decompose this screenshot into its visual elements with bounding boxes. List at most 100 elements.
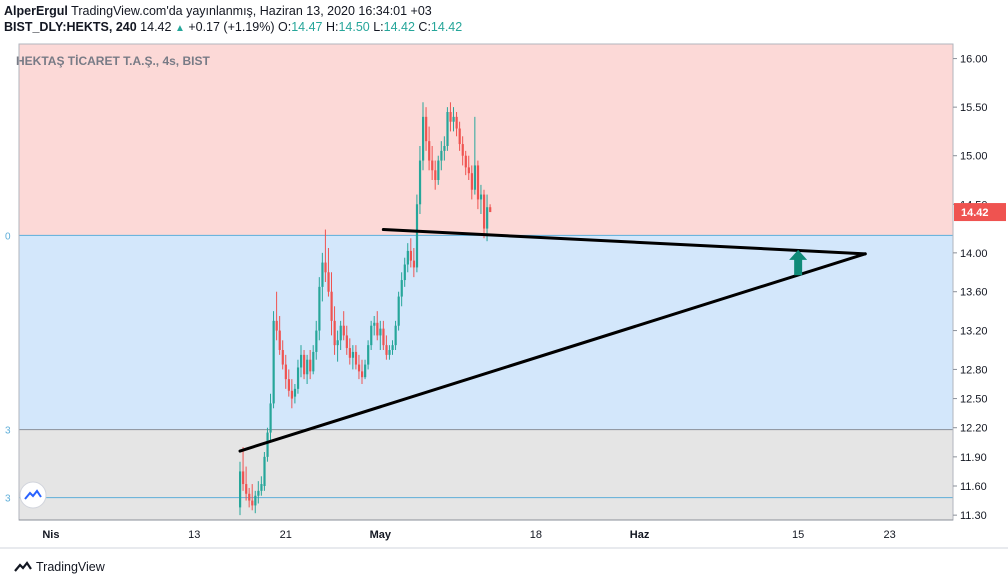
candle-body	[467, 167, 470, 174]
support-zone	[19, 429, 953, 520]
candle-body	[458, 128, 461, 145]
change-arrow-icon: ▲	[174, 23, 185, 34]
symbol-label[interactable]: BIST_DLY:HEKTS, 240	[4, 20, 137, 34]
candle-body	[296, 367, 300, 389]
x-tick-label: 15	[792, 529, 804, 541]
candle-body	[406, 250, 409, 265]
candle-body	[379, 328, 382, 336]
candle-body	[376, 322, 379, 336]
candle-body	[412, 260, 416, 268]
candle-body	[455, 116, 458, 129]
candle-body	[385, 345, 388, 355]
level-left-label: 3	[5, 426, 11, 437]
open-value: 14.47	[291, 20, 323, 34]
candle-body	[354, 351, 358, 365]
candle-body	[287, 379, 290, 391]
open-label: O:	[277, 20, 292, 34]
y-tick-label: 13.60	[960, 287, 988, 299]
candle-body	[452, 116, 455, 122]
x-tick-label: May	[370, 529, 392, 541]
candle-body	[473, 165, 477, 190]
candle-body	[373, 322, 376, 326]
candle-body	[400, 280, 403, 297]
candle-body	[333, 320, 336, 346]
candle-body	[303, 354, 306, 375]
x-tick-label: 21	[280, 529, 292, 541]
candle-body	[278, 330, 281, 350]
candle-body	[269, 403, 272, 433]
y-tick-label: 12.50	[960, 394, 988, 406]
y-tick-label: 11.30	[960, 510, 987, 522]
candle-body	[266, 432, 269, 457]
x-tick-label: 13	[188, 529, 200, 541]
candle-body	[242, 471, 245, 485]
tradingview-logo-icon[interactable]	[14, 561, 32, 573]
y-tick-label: 15.50	[960, 102, 988, 114]
candle-body	[409, 250, 412, 261]
candle-body	[434, 170, 437, 180]
y-tick-label: 11.90	[960, 452, 987, 464]
close-value: 14.42	[430, 20, 463, 34]
middle-zone	[19, 235, 953, 430]
chart-title: HEKTAŞ TİCARET T.A.Ş., 4s, BIST	[16, 53, 210, 68]
level-left-label: 3	[5, 494, 11, 505]
last-price-tag	[954, 203, 1006, 222]
candle-body	[260, 484, 263, 491]
candle-body	[391, 345, 394, 350]
candle-body	[364, 364, 367, 378]
candle-body	[418, 160, 422, 205]
y-tick-label: 15.00	[960, 151, 988, 163]
candle-body	[281, 350, 284, 365]
candle-body	[312, 351, 315, 372]
candle-body	[370, 325, 373, 346]
candle-body	[318, 286, 321, 331]
lower-trendline	[238, 252, 867, 453]
y-tick-label: 12.80	[960, 364, 988, 376]
candle-body	[263, 456, 266, 486]
candle-body	[315, 330, 318, 352]
high-label: H:	[325, 20, 339, 34]
last-value: 14.42	[140, 20, 172, 34]
candle-body	[361, 371, 364, 378]
candle-body	[486, 207, 489, 229]
last-price-label: 14.42	[961, 207, 989, 219]
candle-body	[446, 112, 449, 146]
candle-body	[284, 364, 287, 380]
candle-body	[290, 390, 294, 399]
x-tick-label: 23	[884, 529, 896, 541]
candle-body	[476, 165, 480, 200]
candle-body	[293, 388, 297, 397]
author-name[interactable]: AlperErgul	[4, 4, 68, 18]
tradingview-badge-glyph	[24, 489, 42, 500]
x-tick-label: Haz	[630, 529, 650, 541]
brand-name[interactable]: TradingView	[36, 560, 105, 574]
candle-body	[437, 160, 440, 180]
candle-body	[440, 150, 443, 161]
candle-body	[367, 345, 370, 365]
close-label: C:	[418, 20, 431, 34]
candle-body	[382, 328, 385, 346]
candle-body	[251, 500, 254, 506]
candle-body	[351, 351, 355, 358]
high-value: 14.50	[338, 20, 370, 34]
level-left-label: 0	[5, 231, 11, 242]
candle-body	[257, 490, 260, 496]
candle-body	[403, 264, 406, 281]
resistance-zone	[19, 44, 953, 236]
candle-body	[272, 320, 275, 404]
chart-header: AlperErgul TradingView.com'da yayınlanmı…	[4, 3, 462, 37]
x-tick-label: 18	[530, 529, 542, 541]
change-value: +0.17 (+1.19%)	[188, 20, 275, 34]
candle-body	[425, 116, 428, 142]
candle-body	[479, 194, 483, 200]
y-tick-label: 14.00	[960, 248, 988, 260]
candle-body	[339, 325, 342, 341]
y-tick-label: 12.20	[960, 423, 988, 435]
ohlc-line: BIST_DLY:HEKTS, 240 14.42 ▲ +0.17 (+1.19…	[4, 19, 462, 37]
x-tick-label: Nis	[42, 529, 59, 541]
candle-body	[428, 141, 431, 161]
low-label: L:	[373, 20, 384, 34]
candle-body	[461, 144, 464, 156]
price-axis-bg	[953, 44, 1008, 520]
